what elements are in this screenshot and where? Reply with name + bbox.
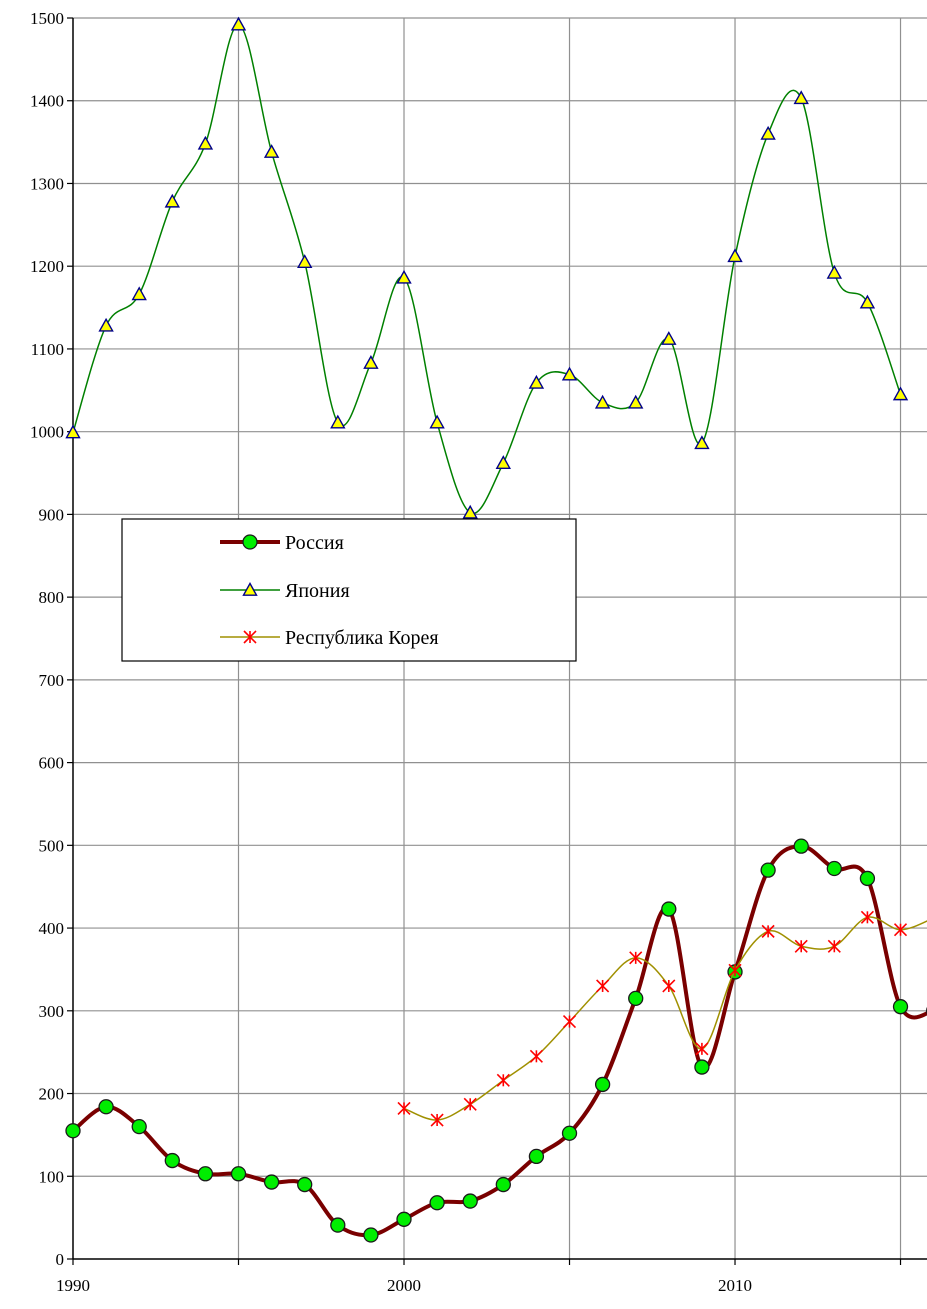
data-point	[497, 457, 510, 469]
data-point	[629, 991, 643, 1005]
y-tick-label: 700	[39, 671, 65, 690]
data-point	[265, 146, 278, 158]
data-point	[596, 396, 609, 408]
data-point	[761, 863, 775, 877]
data-point	[463, 1194, 477, 1208]
data-point	[662, 902, 676, 916]
data-point	[331, 1218, 345, 1232]
data-point	[464, 1098, 476, 1110]
data-point	[795, 92, 808, 104]
data-point	[795, 940, 807, 952]
y-tick-label: 1100	[31, 340, 64, 359]
data-point	[861, 296, 874, 308]
data-point	[232, 18, 245, 30]
data-point	[364, 356, 377, 368]
data-point	[298, 1178, 312, 1192]
data-point	[629, 396, 642, 408]
data-point	[563, 1126, 577, 1140]
data-point	[695, 1060, 709, 1074]
data-point	[828, 940, 840, 952]
data-point	[696, 1043, 708, 1055]
data-point	[496, 1178, 510, 1192]
series-2	[67, 18, 908, 518]
y-tick-label: 1500	[30, 9, 64, 28]
x-tick-label: 2010	[718, 1276, 752, 1295]
data-point	[894, 1000, 908, 1014]
y-tick-label: 600	[39, 754, 65, 773]
y-tick-label: 300	[39, 1002, 65, 1021]
data-point	[198, 1167, 212, 1181]
legend-swatch-marker	[243, 535, 257, 549]
data-point	[564, 1016, 576, 1028]
data-point	[430, 1196, 444, 1210]
y-tick-label: 800	[39, 588, 65, 607]
data-point	[894, 388, 907, 400]
data-point	[66, 1124, 80, 1138]
data-point	[132, 1120, 146, 1134]
data-point	[497, 1074, 509, 1086]
data-point	[232, 1167, 246, 1181]
data-point	[99, 1100, 113, 1114]
y-tick-label: 1400	[30, 92, 64, 111]
y-tick-label: 1200	[30, 257, 64, 276]
x-tick-label: 1990	[56, 1276, 90, 1295]
data-point	[827, 861, 841, 875]
data-point	[165, 1154, 179, 1168]
series-line	[404, 917, 927, 1120]
data-point	[663, 980, 675, 992]
legend: Россия Япония Республика Корея	[122, 519, 576, 661]
y-tick-label: 500	[39, 836, 65, 855]
y-tick-label: 100	[39, 1167, 65, 1186]
data-point	[398, 1102, 410, 1114]
data-point	[199, 137, 212, 149]
data-point	[762, 127, 775, 139]
data-point	[166, 195, 179, 207]
legend-label: Республика Корея	[285, 627, 439, 649]
data-point	[729, 250, 742, 262]
y-tick-label: 0	[56, 1250, 65, 1269]
legend-label: Россия	[285, 532, 344, 554]
series-1	[66, 839, 927, 1242]
y-tick-label: 400	[39, 919, 65, 938]
data-point	[828, 266, 841, 278]
data-point	[397, 1212, 411, 1226]
data-point	[431, 416, 444, 428]
y-tick-label: 1300	[30, 174, 64, 193]
data-point	[530, 1050, 542, 1062]
data-point	[794, 839, 808, 853]
data-point	[265, 1175, 279, 1189]
data-point	[662, 333, 675, 345]
y-tick-label: 900	[39, 505, 65, 524]
data-point	[331, 416, 344, 428]
y-tick-label: 1000	[30, 423, 64, 442]
legend-label: Япония	[285, 580, 350, 602]
data-point	[597, 980, 609, 992]
data-point	[100, 319, 113, 331]
y-tick-label: 200	[39, 1085, 65, 1104]
series-line	[73, 25, 901, 514]
data-point	[364, 1228, 378, 1242]
data-point	[596, 1077, 610, 1091]
data-point	[298, 256, 311, 268]
data-point	[529, 1149, 543, 1163]
x-tick-label: 2000	[387, 1276, 421, 1295]
data-point	[860, 871, 874, 885]
data-point	[133, 288, 146, 300]
